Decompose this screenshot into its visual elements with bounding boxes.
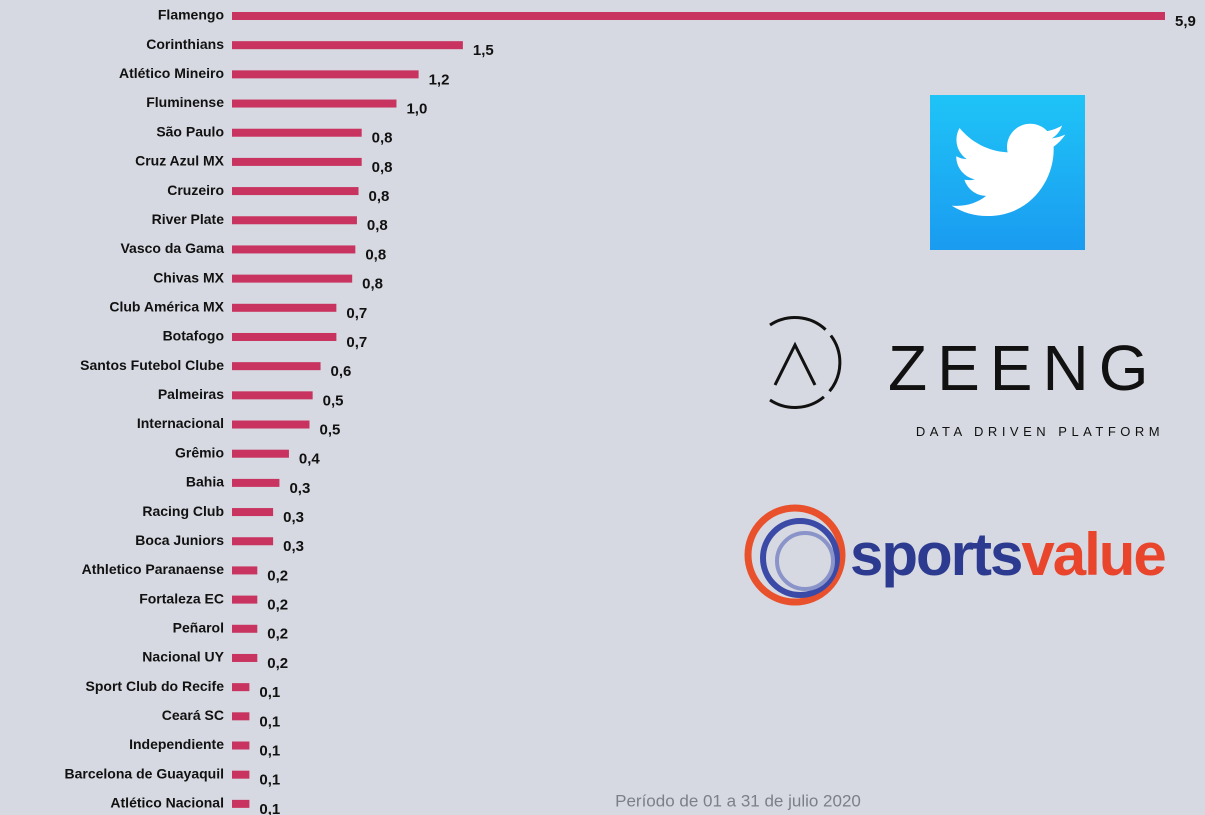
- value-label: 1,0: [406, 101, 427, 118]
- value-label: 0,5: [323, 392, 344, 409]
- value-label: 0,3: [283, 538, 304, 555]
- bar: [232, 391, 313, 400]
- value-label: 0,1: [259, 772, 280, 789]
- category-label: Cruzeiro: [167, 182, 224, 198]
- category-label: Botafogo: [163, 328, 224, 344]
- category-label: Atlético Mineiro: [119, 65, 224, 81]
- category-label: Atlético Nacional: [110, 795, 224, 811]
- bar: [232, 653, 258, 662]
- category-label: Chivas MX: [153, 269, 224, 285]
- bar: [232, 566, 258, 575]
- value-label: 0,8: [372, 159, 393, 176]
- value-label: 0,8: [369, 188, 390, 205]
- value-label: 0,5: [319, 421, 340, 438]
- bar: [232, 128, 362, 137]
- category-label: Barcelona de Guayaquil: [65, 765, 225, 781]
- category-label: Nacional UY: [142, 649, 224, 665]
- bar: [232, 770, 250, 779]
- value-label: 5,9: [1175, 13, 1196, 30]
- category-label: Club América MX: [109, 299, 224, 315]
- bar: [232, 537, 274, 546]
- bar: [232, 187, 359, 196]
- value-label: 0,2: [267, 597, 288, 614]
- bar: [232, 216, 357, 225]
- bar: [232, 420, 310, 429]
- bar: [232, 508, 274, 517]
- category-label: Bahia: [186, 474, 224, 490]
- value-label: 0,2: [267, 626, 288, 643]
- category-label: Cruz Azul MX: [135, 153, 225, 169]
- bar: [232, 624, 258, 633]
- bar: [232, 478, 280, 487]
- category-label: Boca Juniors: [135, 532, 224, 548]
- category-label: Racing Club: [142, 503, 224, 519]
- value-label: 0,8: [365, 246, 386, 263]
- bar: [232, 332, 337, 341]
- bar: [232, 157, 362, 166]
- category-label: Internacional: [137, 415, 224, 431]
- bar: [232, 449, 289, 458]
- twitter-logo: [930, 95, 1085, 250]
- bar: [232, 12, 1165, 20]
- bar: [232, 362, 321, 371]
- value-label: 0,3: [283, 509, 304, 526]
- value-label: 0,8: [367, 217, 388, 234]
- value-label: 1,5: [473, 42, 494, 59]
- value-label: 0,7: [346, 334, 367, 351]
- value-label: 0,1: [259, 684, 280, 701]
- value-label: 1,2: [429, 71, 450, 88]
- category-label: São Paulo: [156, 123, 224, 139]
- sportsvalue-logo: sportsvalue: [744, 504, 1167, 606]
- zeeng-logo: ZEENG DATA DRIVEN PLATFORM: [769, 316, 1164, 439]
- category-label: River Plate: [152, 211, 225, 227]
- value-label: 0,7: [346, 305, 367, 322]
- bar: [232, 683, 250, 692]
- value-label: 0,1: [259, 801, 280, 815]
- category-label: Ceará SC: [162, 707, 224, 723]
- value-text: value: [1021, 521, 1165, 588]
- category-label: Grêmio: [175, 444, 224, 460]
- bar: [232, 303, 337, 312]
- bar: [232, 245, 356, 254]
- sports-text: sports: [850, 521, 1021, 588]
- bar: [232, 712, 250, 721]
- bar: [232, 41, 463, 50]
- footnote: Período de 01 a 31 de julio 2020: [615, 791, 861, 810]
- bar: [232, 595, 258, 604]
- bar: [232, 799, 250, 808]
- category-label: Fluminense: [146, 94, 224, 110]
- category-label: Athletico Paranaense: [82, 561, 225, 577]
- value-label: 0,2: [267, 567, 288, 584]
- value-label: 0,8: [372, 130, 393, 147]
- category-label: Independiente: [129, 736, 224, 752]
- sportsvalue-text: sportsvalue: [850, 521, 1165, 588]
- bar: [232, 99, 397, 108]
- value-label: 0,2: [267, 655, 288, 672]
- value-label: 0,8: [362, 276, 383, 293]
- value-label: 0,3: [289, 480, 310, 497]
- bar: [232, 70, 419, 79]
- bar: [232, 741, 250, 750]
- value-label: 0,4: [299, 451, 321, 468]
- category-label: Santos Futebol Clube: [80, 357, 224, 373]
- category-label: Corinthians: [146, 36, 224, 52]
- category-label: Palmeiras: [158, 386, 224, 402]
- category-label: Sport Club do Recife: [86, 678, 225, 694]
- category-label: Peñarol: [173, 619, 224, 635]
- bar: [232, 274, 353, 283]
- value-label: 0,6: [331, 363, 352, 380]
- category-label: Flamengo: [158, 7, 224, 23]
- category-label: Vasco da Gama: [120, 240, 224, 256]
- category-label: Fortaleza EC: [139, 590, 224, 606]
- value-label: 0,1: [259, 713, 280, 730]
- zeeng-tagline: DATA DRIVEN PLATFORM: [916, 424, 1164, 439]
- zeeng-text: ZEENG: [888, 332, 1158, 404]
- value-label: 0,1: [259, 742, 280, 759]
